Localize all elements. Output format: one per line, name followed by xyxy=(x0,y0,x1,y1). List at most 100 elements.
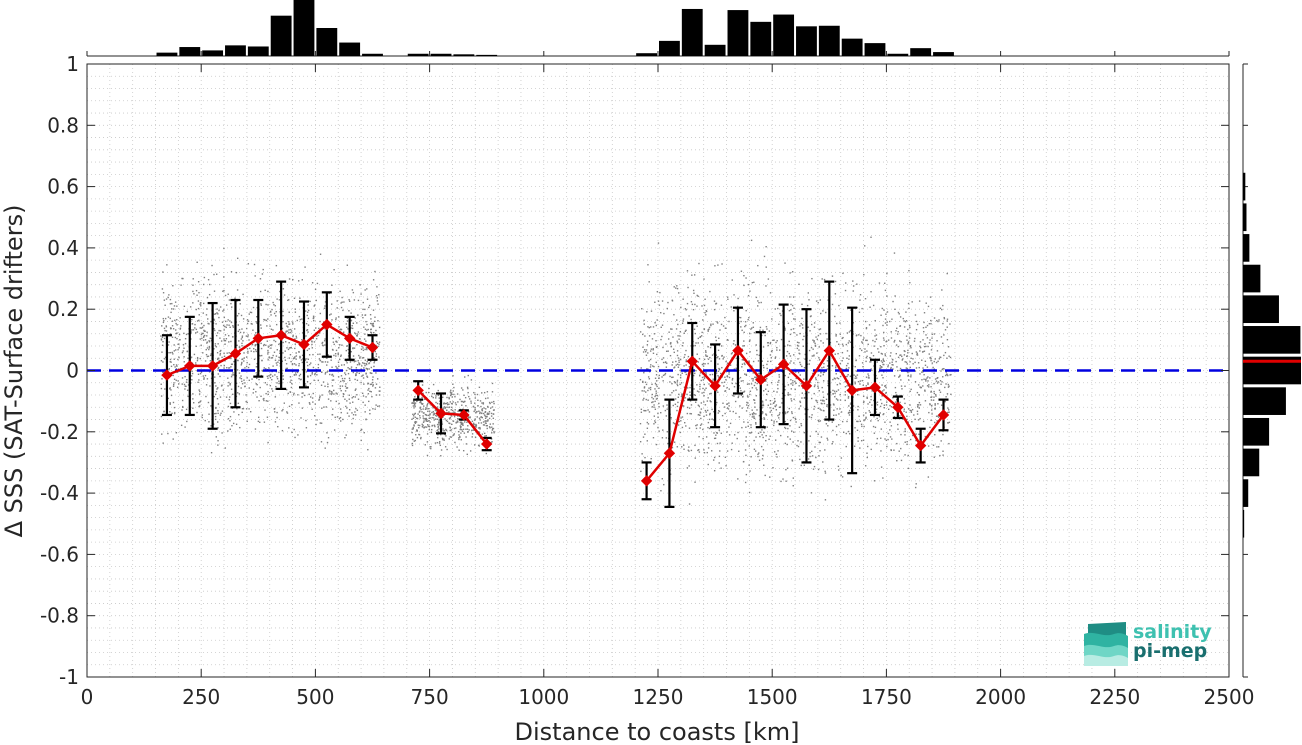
scatter-point xyxy=(765,266,767,268)
scatter-point xyxy=(492,423,494,425)
top-hist-bar xyxy=(225,45,246,56)
x-axis-ticks: 0 250 500 750 1000 1250 1500 1750 2000 2250 2500 xyxy=(81,64,1254,709)
scatter-point xyxy=(457,421,459,423)
scatter-point xyxy=(793,431,795,433)
scatter-point xyxy=(217,444,219,446)
scatter-point xyxy=(924,360,927,363)
scatter-point xyxy=(727,298,729,300)
scatter-point xyxy=(165,330,168,332)
scatter-point xyxy=(658,377,660,380)
scatter-point xyxy=(223,367,225,369)
scatter-point xyxy=(434,442,437,444)
scatter-point xyxy=(923,373,925,376)
scatter-point xyxy=(785,355,788,357)
scatter-point xyxy=(313,341,316,343)
scatter-point xyxy=(817,407,820,410)
scatter-point xyxy=(869,411,871,413)
scatter-point xyxy=(876,442,878,445)
scatter-point xyxy=(176,318,178,321)
scatter-point xyxy=(358,363,361,366)
scatter-point xyxy=(244,382,246,384)
scatter-point xyxy=(769,341,772,344)
scatter-point xyxy=(731,279,733,281)
scatter-point xyxy=(653,423,655,425)
scatter-point xyxy=(648,281,650,283)
scatter-point xyxy=(841,420,844,423)
scatter-point xyxy=(909,345,912,348)
scatter-point xyxy=(271,357,274,359)
scatter-point xyxy=(866,452,868,454)
top-hist-bar xyxy=(704,44,726,56)
scatter-point xyxy=(299,297,301,299)
scatter-point xyxy=(791,271,794,273)
data-point-marker xyxy=(755,373,767,386)
scatter-point xyxy=(897,369,899,372)
scatter-point xyxy=(859,383,861,385)
scatter-point xyxy=(195,332,197,334)
scatter-point xyxy=(645,349,648,351)
scatter-point xyxy=(418,434,421,436)
scatter-point xyxy=(753,384,756,387)
scatter-point xyxy=(657,365,660,368)
scatter-point xyxy=(414,439,417,442)
scatter-point xyxy=(319,359,322,362)
scatter-point xyxy=(242,407,245,410)
scatter-point xyxy=(353,347,356,349)
scatter-point xyxy=(878,415,881,418)
scatter-point xyxy=(950,373,952,376)
scatter-point xyxy=(658,430,660,432)
scatter-point xyxy=(262,268,264,271)
scatter-point xyxy=(733,340,735,342)
scatter-point xyxy=(808,363,811,365)
scatter-point xyxy=(478,417,481,419)
scatter-point xyxy=(739,387,741,389)
scatter-point xyxy=(944,374,947,377)
scatter-point xyxy=(260,327,262,329)
scatter-point xyxy=(662,346,664,349)
scatter-point xyxy=(323,307,326,309)
scatter-point xyxy=(726,375,728,377)
scatter-point xyxy=(352,417,354,420)
scatter-point xyxy=(210,353,212,355)
scatter-point xyxy=(258,378,260,381)
right-hist-bar xyxy=(1243,448,1260,477)
scatter-point xyxy=(938,389,941,391)
scatter-point xyxy=(354,378,356,381)
scatter-point xyxy=(272,365,274,367)
scatter-point xyxy=(300,359,303,361)
scatter-point xyxy=(827,380,829,382)
scatter-point xyxy=(460,411,462,413)
scatter-point xyxy=(167,397,169,400)
scatter-point xyxy=(758,372,760,375)
scatter-point xyxy=(854,383,856,385)
scatter-point xyxy=(883,404,886,406)
scatter-point xyxy=(173,382,175,384)
scatter-point xyxy=(457,415,459,417)
scatter-point xyxy=(289,376,292,378)
scatter-point xyxy=(232,336,234,338)
scatter-point xyxy=(301,279,304,281)
scatter-point xyxy=(227,377,229,379)
scatter-point xyxy=(294,347,296,350)
scatter-point xyxy=(708,383,710,385)
scatter-point xyxy=(412,415,415,417)
scatter-point xyxy=(907,467,910,470)
scatter-point xyxy=(694,372,696,375)
scatter-point xyxy=(448,411,450,413)
scatter-point xyxy=(678,359,680,362)
scatter-point xyxy=(284,332,286,335)
scatter-point xyxy=(922,385,924,387)
scatter-point xyxy=(878,351,880,353)
scatter-point xyxy=(881,390,884,392)
scatter-point xyxy=(724,390,726,392)
scatter-point xyxy=(451,393,453,396)
scatter-point xyxy=(673,286,675,288)
scatter-point xyxy=(370,328,372,330)
scatter-point xyxy=(705,310,707,312)
scatter-point xyxy=(745,410,748,412)
scatter-point xyxy=(752,372,754,374)
scatter-point xyxy=(248,408,250,410)
scatter-point xyxy=(799,405,802,407)
scatter-point xyxy=(725,360,727,363)
scatter-point xyxy=(444,446,447,448)
